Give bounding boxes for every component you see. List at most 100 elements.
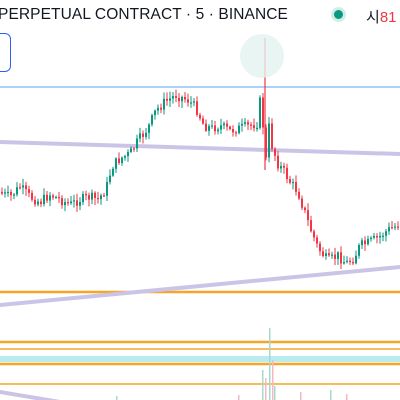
candle-body: [253, 125, 255, 129]
candle: [133, 146, 135, 152]
candle-body: [304, 207, 306, 211]
candle-body: [376, 235, 378, 238]
open-value: 81: [379, 9, 397, 26]
candle: [172, 92, 174, 104]
candle-body: [55, 197, 57, 199]
candle: [274, 147, 276, 162]
candle: [331, 251, 333, 259]
candle-body: [256, 127, 258, 130]
candle: [199, 112, 201, 121]
candle-body: [223, 123, 225, 126]
candle: [244, 117, 246, 127]
candle-body: [94, 192, 96, 199]
candle: [280, 161, 282, 173]
candle-body: [154, 110, 156, 116]
candle: [379, 231, 381, 244]
candle-body: [229, 126, 231, 130]
candle-body: [196, 101, 198, 115]
candle-body: [127, 151, 129, 157]
candle-body: [115, 158, 117, 169]
candle: [229, 125, 231, 131]
candle-body: [286, 167, 288, 180]
candle: [163, 92, 165, 115]
candle-body: [175, 96, 177, 98]
candle: [130, 146, 132, 153]
candle: [37, 198, 39, 207]
candle: [154, 109, 156, 120]
volume-bar: [269, 328, 271, 400]
candle: [265, 124, 267, 161]
candle: [175, 89, 177, 103]
candle-body: [163, 98, 165, 110]
candle: [31, 190, 33, 202]
candle: [157, 104, 159, 115]
candle: [364, 236, 366, 251]
candle-body: [181, 96, 183, 102]
candle-body: [58, 197, 60, 199]
candle-body: [205, 123, 207, 131]
candle-body: [100, 195, 102, 200]
candle-body: [187, 99, 189, 103]
chart-legend: PERPETUAL CONTRACT · 5 · BINANCE 시81: [0, 0, 400, 30]
candle-body: [88, 195, 90, 200]
candle-body: [352, 262, 354, 264]
legend-collapse-button[interactable]: [0, 33, 11, 72]
candle-body: [211, 125, 213, 127]
volume-bar: [330, 390, 332, 400]
market-status-icon[interactable]: [334, 10, 343, 19]
candle-body: [148, 124, 150, 133]
candle-body: [370, 237, 372, 240]
candle: [289, 175, 291, 185]
candle: [61, 195, 63, 209]
candle: [232, 125, 234, 137]
candle: [259, 95, 261, 130]
candle: [79, 197, 81, 211]
candle-body: [82, 194, 84, 203]
candle: [73, 194, 75, 208]
candle: [214, 120, 216, 135]
candle: [178, 93, 180, 108]
candle-body: [274, 148, 276, 156]
candle: [181, 95, 183, 109]
candle-body: [43, 194, 45, 205]
candle-body: [307, 210, 309, 221]
candle: [100, 193, 102, 205]
candle: [103, 192, 105, 198]
candle-body: [202, 118, 204, 124]
volume-bar: [265, 378, 267, 400]
candle-body: [31, 192, 33, 200]
candle: [55, 195, 57, 199]
candle-body: [67, 202, 69, 204]
candle-body: [64, 202, 66, 206]
candle-body: [391, 227, 393, 229]
candle-body: [208, 126, 210, 131]
candle-body: [319, 243, 321, 252]
candle: [238, 122, 240, 135]
candle: [97, 191, 99, 204]
candle: [298, 188, 300, 201]
candle-body: [337, 252, 339, 259]
candle-body: [13, 194, 15, 196]
candle-body: [133, 148, 135, 150]
candle: [88, 192, 90, 207]
candle-body: [70, 201, 72, 204]
candle-body: [118, 158, 120, 164]
candle: [22, 178, 24, 195]
volume-bar: [300, 392, 302, 400]
symbol-title[interactable]: PERPETUAL CONTRACT · 5 · BINANCE: [0, 6, 288, 23]
candle: [301, 195, 303, 211]
candle-body: [136, 138, 138, 149]
candle-body: [157, 107, 159, 111]
candle-body: [271, 123, 273, 149]
candle: [106, 176, 108, 202]
candle-body: [325, 253, 327, 256]
candle-body: [382, 235, 384, 237]
candle: [124, 154, 126, 161]
candle: [145, 128, 147, 140]
candle-body: [262, 97, 264, 128]
volume-bar: [116, 396, 118, 400]
volume-bar: [346, 394, 348, 400]
candle-body: [259, 97, 261, 128]
candle-body: [97, 198, 99, 200]
